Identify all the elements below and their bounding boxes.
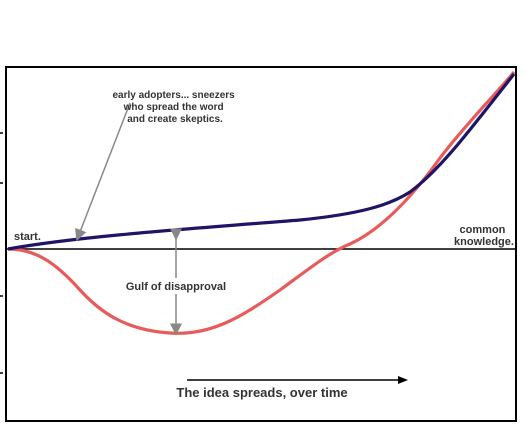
common-knowledge-line-2: knowledge. [454, 236, 514, 248]
common-knowledge-line-1: common [460, 224, 506, 236]
adopters-curve [7, 73, 516, 251]
gulf-label: Gulf of disapproval [126, 281, 226, 293]
time-label: The idea spreads, over time [176, 385, 347, 400]
common-knowledge-label: common knowledge. [454, 224, 514, 248]
adopters-annotation: early adopters... sneezers who spread th… [112, 90, 237, 125]
diagram-frame [5, 66, 517, 422]
adopters-annotation-line-3: and create skeptics. [127, 114, 223, 125]
gulf-label-bg [128, 278, 223, 294]
disapproval-curve [7, 70, 516, 335]
adopters-annotation-line-2: who spread the word [123, 102, 224, 113]
adopters-annotation-line-1: early adopters... sneezers [112, 90, 235, 101]
start-label: start. [14, 231, 41, 243]
adopters-pointer-arrow [75, 102, 131, 242]
